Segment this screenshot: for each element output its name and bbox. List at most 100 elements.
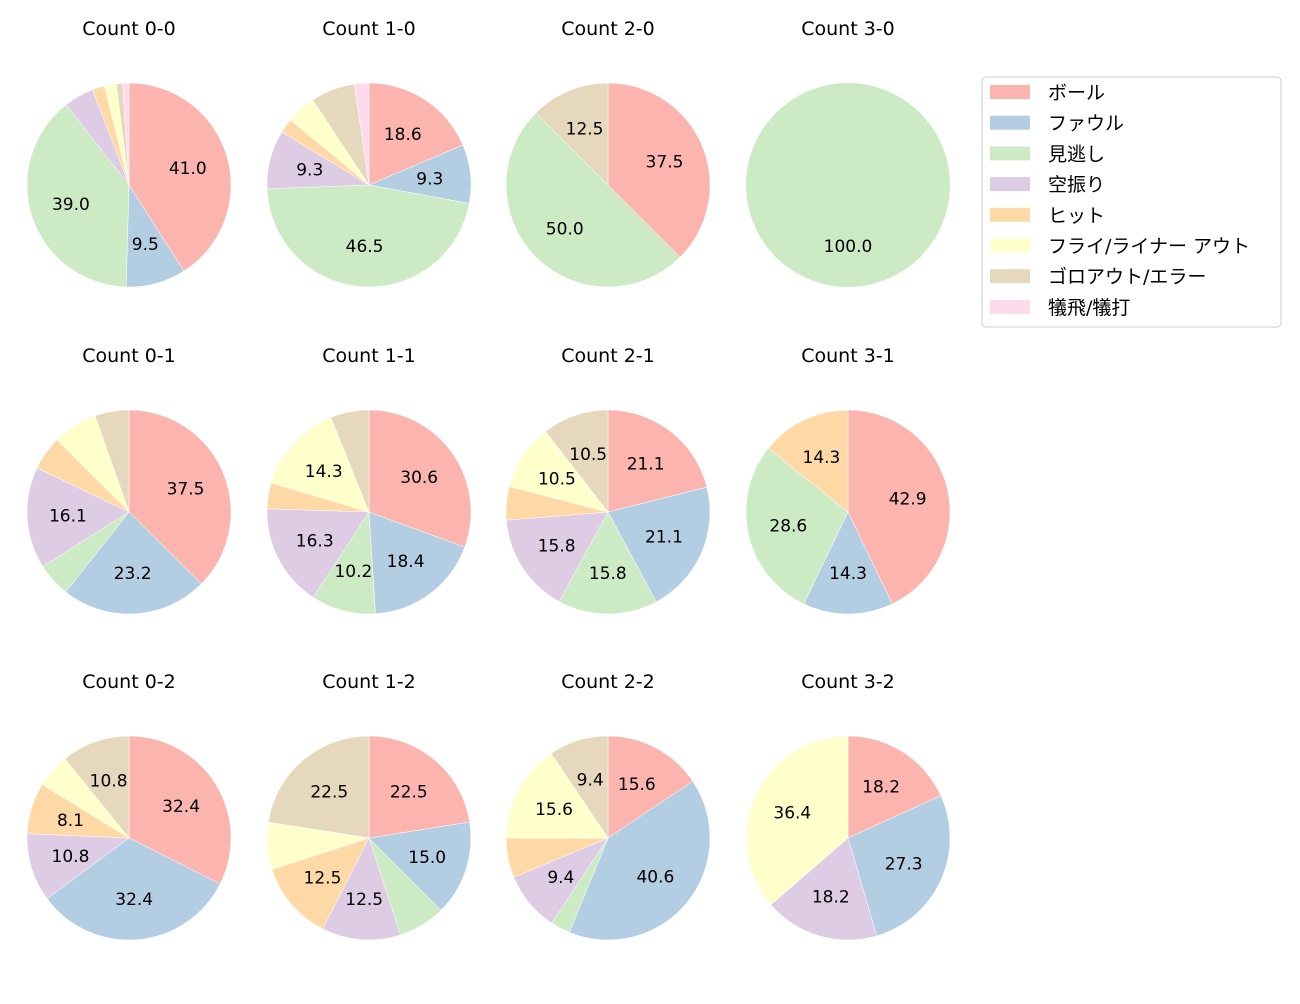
pie-slice [505, 752, 609, 839]
legend-label: 空振り [1048, 174, 1105, 196]
slice-label: 9.5 [132, 235, 159, 255]
pie-slice [128, 409, 232, 585]
slice-label: 42.9 [889, 489, 927, 509]
pie-title: Count 0-1 [82, 345, 176, 367]
pie-slice [354, 82, 370, 186]
pie-slice [505, 112, 681, 288]
pie-title: Count 2-1 [561, 345, 655, 367]
pie-title: Count 2-2 [561, 671, 655, 693]
pie-slice [847, 409, 951, 605]
pie-slice [770, 837, 878, 941]
slice-label: 27.3 [885, 854, 923, 874]
pie-slice [847, 735, 942, 839]
pie-slice [26, 467, 130, 567]
pie-slice [607, 735, 694, 839]
slice-label: 15.6 [535, 800, 573, 820]
pie-title: Count 1-1 [322, 345, 416, 367]
pie-slice [330, 409, 370, 513]
slice-label: 36.4 [773, 804, 811, 824]
legend-label: 犠飛/犠打 [1048, 297, 1130, 319]
slice-label: 40.6 [636, 868, 674, 888]
pie-slice [745, 448, 849, 605]
pie-slice [558, 511, 657, 615]
pie-slice [270, 417, 370, 513]
slice-label: 23.2 [114, 564, 152, 584]
slice-label: 10.5 [538, 469, 576, 489]
pie-title: Count 3-2 [801, 671, 895, 693]
slice-label: 10.2 [334, 562, 372, 582]
slice-label: 39.0 [52, 195, 90, 215]
pie-title: Count 3-1 [801, 345, 895, 367]
pie-title: Count 1-2 [322, 671, 416, 693]
slice-label: 12.5 [304, 869, 342, 889]
slice-label: 46.5 [346, 237, 384, 257]
legend-swatch [990, 238, 1030, 253]
pie-slice [128, 82, 232, 272]
slice-label: 14.3 [829, 564, 867, 584]
slice-label: 22.5 [310, 782, 348, 802]
slice-label: 12.5 [566, 119, 604, 139]
pie-slice [607, 82, 711, 258]
pie-chart: Count 3-0 100.0 [746, 18, 950, 287]
slice-label: 9.3 [296, 161, 323, 181]
legend-swatch [990, 85, 1030, 99]
pie-chart: Count 0-1 37.5 23.2 16.1 [26, 345, 232, 615]
pie-chart: Count 0-0 41.0 9.5 39.0 [26, 18, 232, 288]
pie-chart: Count 2-0 37.5 50.0 12.5 [505, 18, 711, 288]
pie-title: Count 1-0 [322, 18, 416, 40]
legend-label: ゴロアウト/エラー [1048, 266, 1206, 288]
pie-chart: Count 0-2 32.4 32.4 10.8 8.1 10.8 [26, 671, 232, 941]
slice-label: 18.2 [862, 778, 900, 798]
pie-slice [803, 511, 893, 615]
pie-slice [746, 83, 950, 287]
slice-label: 16.1 [49, 507, 87, 527]
slice-label: 10.8 [52, 847, 90, 867]
legend-label: ファウル [1048, 113, 1124, 135]
pie-title: Count 0-2 [82, 671, 176, 693]
slice-label: 18.2 [812, 888, 850, 908]
slice-label: 12.5 [345, 890, 383, 910]
slice-label: 15.8 [538, 536, 576, 556]
slice-label: 22.5 [390, 782, 428, 802]
slice-label: 9.4 [547, 868, 574, 888]
slice-label: 15.8 [589, 564, 627, 584]
pie-slice [122, 82, 130, 186]
legend-swatch [990, 146, 1030, 161]
pie-slice [368, 409, 472, 548]
pie-slice [607, 486, 711, 603]
pie-slice [745, 735, 849, 906]
slice-label: 28.6 [769, 517, 807, 537]
slice-label: 18.6 [384, 125, 422, 145]
pie-slice [767, 409, 849, 513]
slice-label: 21.1 [645, 528, 683, 548]
pie-slice [271, 837, 370, 930]
pie-slice [506, 511, 609, 602]
pie-slice [847, 795, 951, 937]
pie-title: Count 2-0 [561, 18, 655, 40]
pie-chart: Count 1-1 30.6 18.4 10.216.3 14.3 [266, 345, 472, 615]
slice-label: 8.1 [57, 811, 84, 831]
slice-label: 14.3 [803, 448, 841, 468]
slice-label: 30.6 [400, 468, 438, 488]
pie-slice [368, 511, 466, 615]
legend-label: 見逃し [1048, 143, 1105, 165]
legend-swatch [990, 177, 1030, 192]
pie-slice [266, 508, 370, 598]
pie-slice [64, 735, 130, 839]
pie-slice [607, 409, 708, 513]
pie-slice [545, 409, 609, 513]
pie-chart: Count 1-0 18.6 9.3 46.5 9.3 [266, 18, 472, 288]
pie-slice [368, 82, 464, 186]
pie-slice [266, 184, 470, 288]
pie-slice [94, 409, 130, 513]
pie-chart: Count 1-2 22.5 15.0 12.512.5 22.5 [266, 671, 472, 941]
legend-swatch [990, 299, 1030, 314]
pie-chart: Count 3-1 42.9 14.3 28.6 14.3 [745, 345, 951, 615]
pie-slice [368, 821, 472, 911]
pie-title: Count 3-0 [801, 18, 895, 40]
slice-label: 50.0 [546, 219, 584, 239]
pie-slice [267, 735, 370, 839]
legend-label: フライ/ライナー アウト [1048, 236, 1250, 258]
